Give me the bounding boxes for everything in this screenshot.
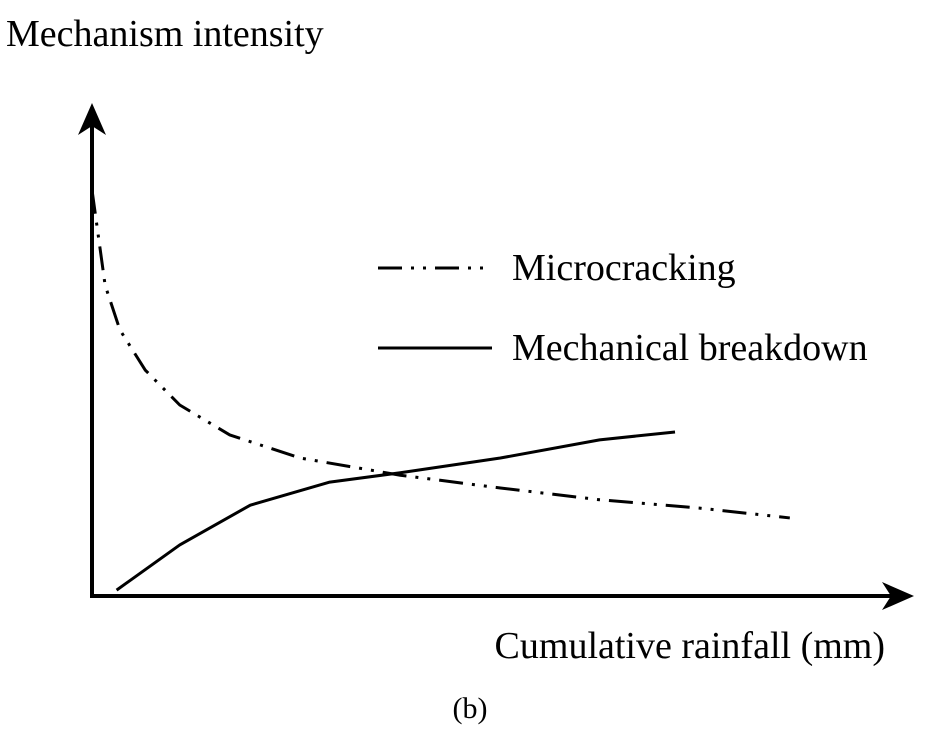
series-line [115,430,676,592]
caption: (b) [453,692,488,725]
x-axis-arrow [882,582,914,610]
legend-label: Microcracking [512,247,736,289]
series-line [90,189,790,520]
y-axis-arrow [78,103,106,135]
y-axis-label: Mechanism intensity [6,13,324,55]
legend-label: Mechanical breakdown [512,327,868,369]
x-axis-label: Cumulative rainfall (mm) [495,625,885,667]
